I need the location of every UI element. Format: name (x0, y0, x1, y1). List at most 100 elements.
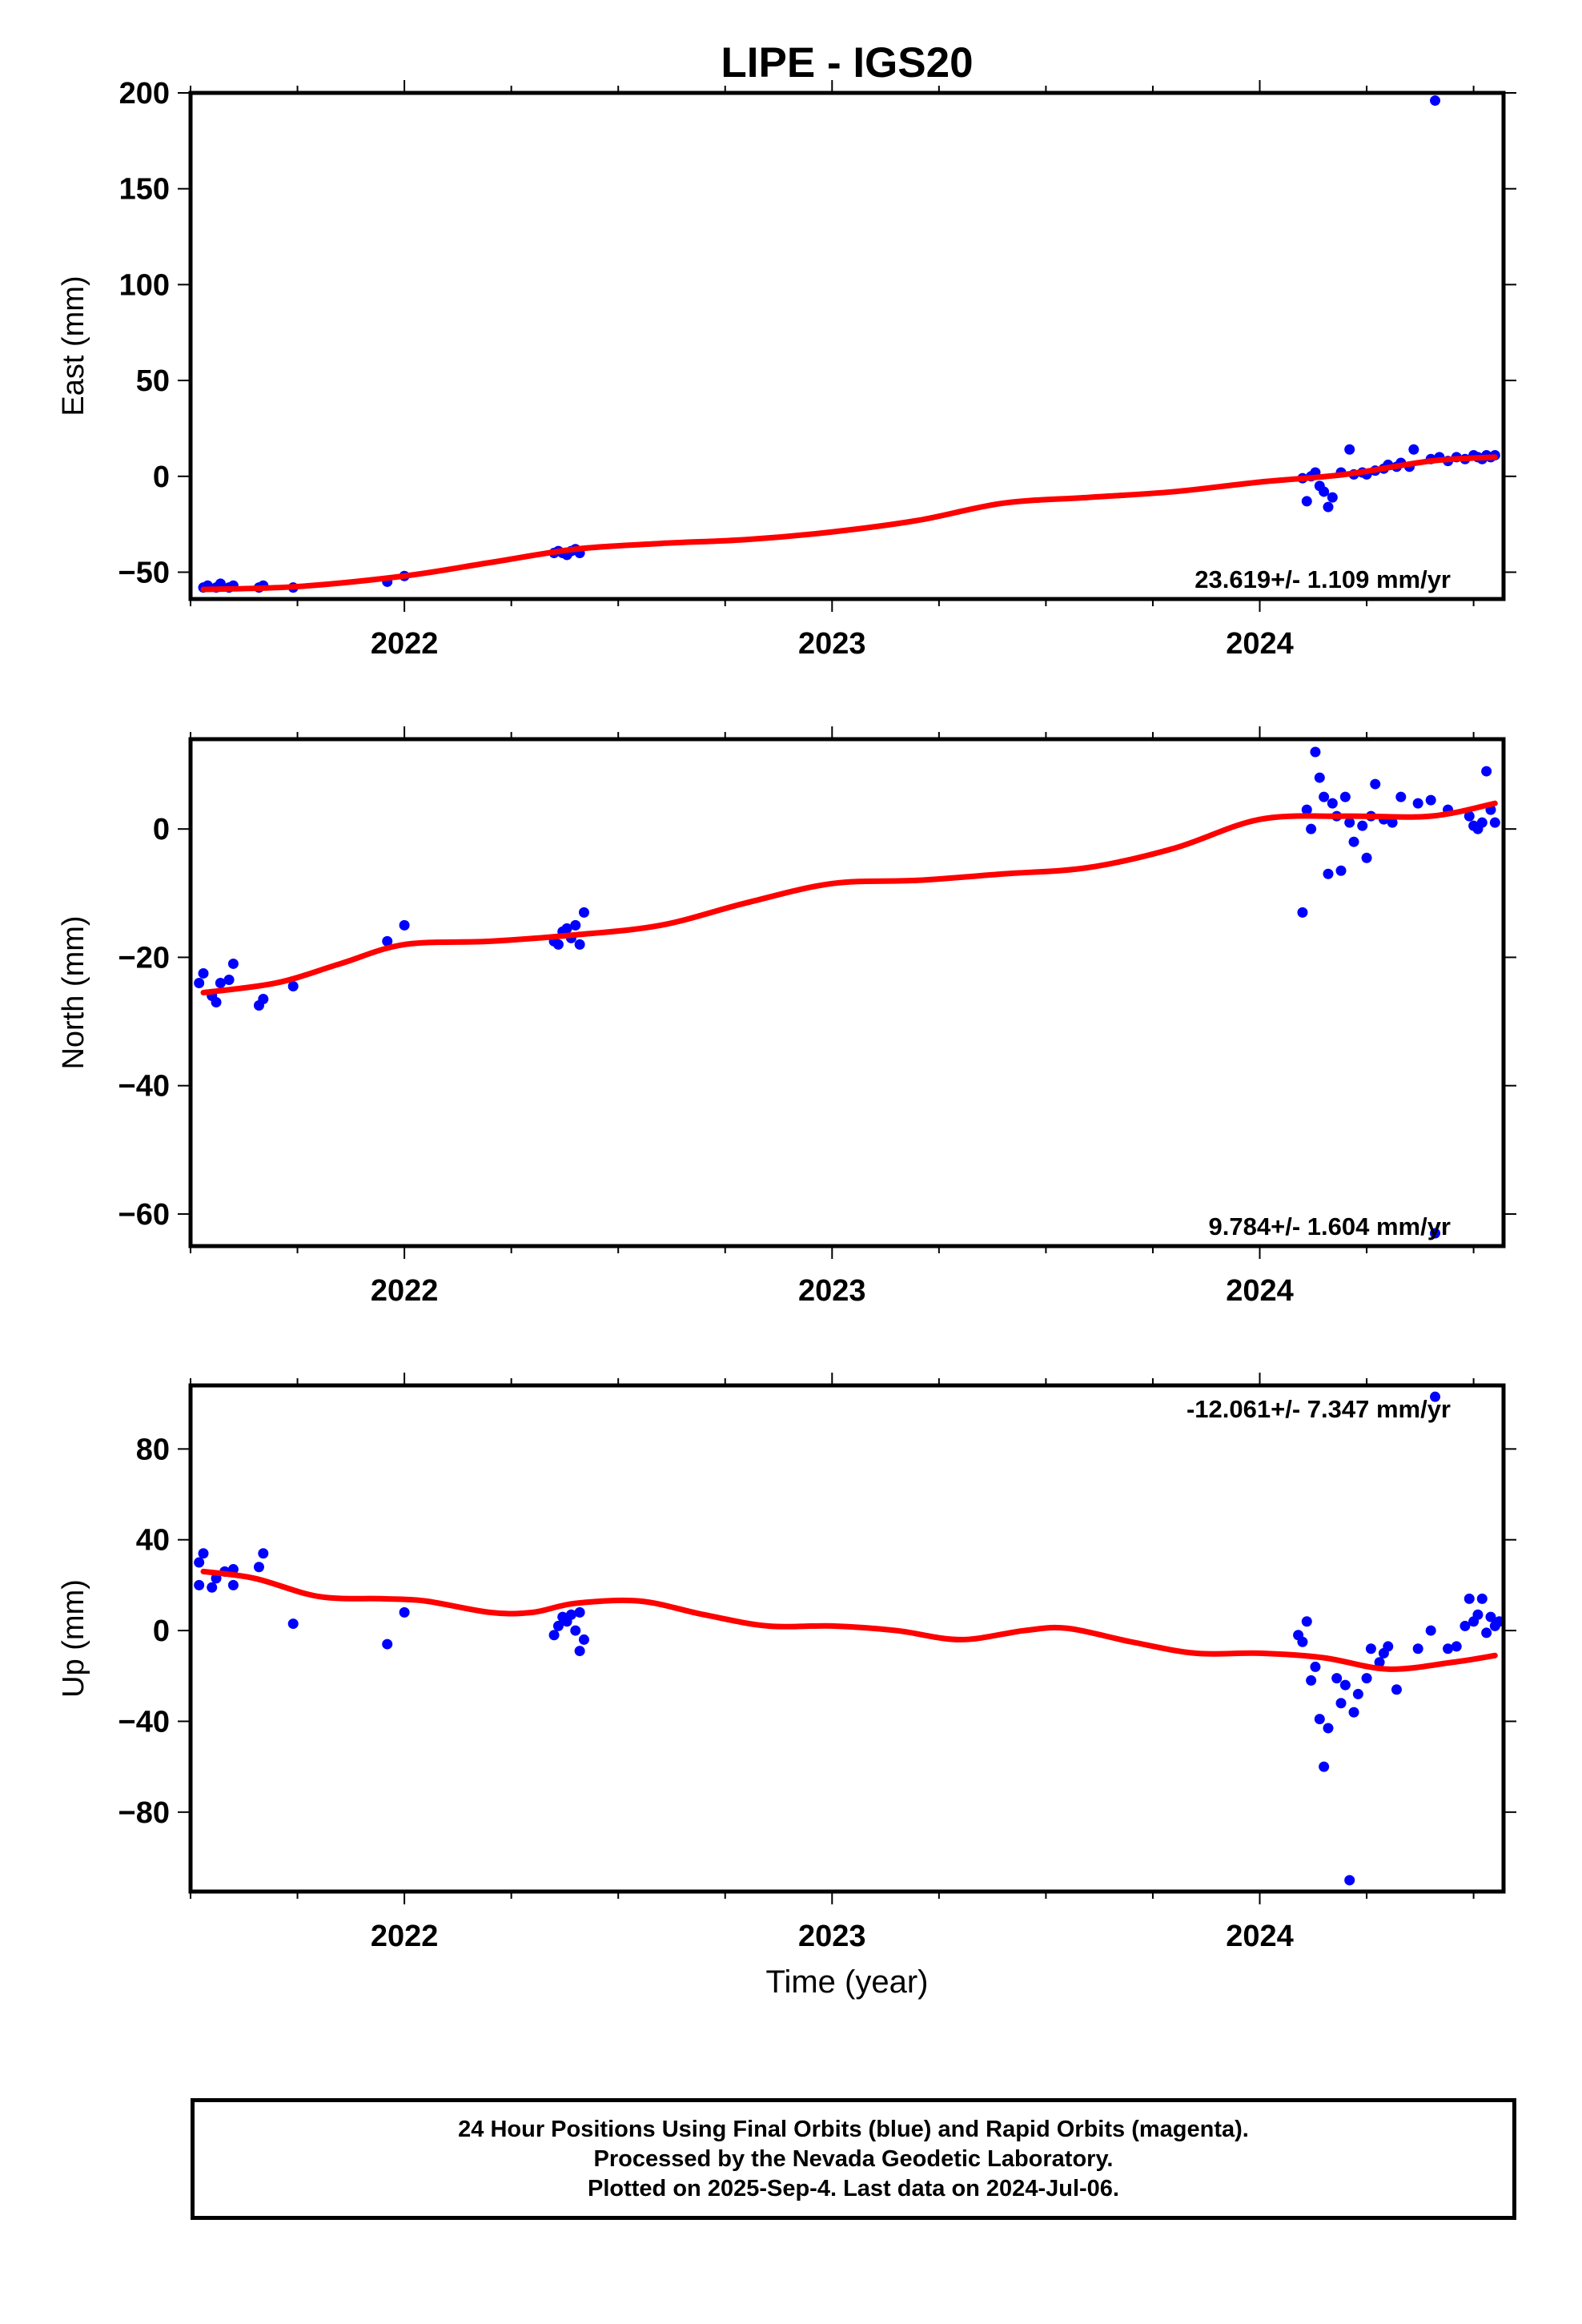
y-tick-label: −40 (118, 1705, 170, 1739)
data-point (1297, 1636, 1308, 1647)
data-point (1370, 778, 1381, 790)
data-point (1425, 794, 1436, 806)
y-tick-label: 150 (119, 173, 170, 207)
y-tick-label: 200 (119, 77, 170, 111)
panel-2: 2022 2023 2024 −60 −40 −20 0 North (mm) 9.784+/-… (57, 726, 1516, 1308)
data-point (1306, 823, 1317, 834)
rate-label: 9.784+/- 1.604 mm/yr (1209, 1212, 1451, 1240)
x-tick-label: 2023 (798, 1920, 866, 1953)
data-point (1310, 1661, 1321, 1672)
data-point (1319, 1761, 1330, 1772)
data-point (194, 977, 205, 988)
rate-label: 23.619+/- 1.109 mm/yr (1195, 565, 1451, 593)
data-point (1451, 1641, 1462, 1652)
data-point (1430, 95, 1441, 107)
data-point (1443, 1643, 1454, 1655)
plot-frame (188, 1383, 1506, 1894)
data-point (382, 935, 393, 947)
y-tick-label: 40 (136, 1524, 170, 1558)
data-point (1425, 1625, 1436, 1636)
data-point (194, 1557, 205, 1568)
data-point (570, 1625, 581, 1636)
data-point (1412, 798, 1423, 809)
data-point (1464, 810, 1475, 822)
data-point (1352, 1688, 1363, 1699)
data-point (1319, 486, 1330, 497)
footer-box: 24 Hour Positions Using Final Orbits (bl… (191, 2098, 1516, 2220)
data-point (253, 1562, 264, 1573)
data-point (1297, 907, 1308, 918)
y-tick-label: 0 (153, 1614, 170, 1648)
data-point (1331, 1673, 1343, 1684)
data-point (227, 1579, 239, 1590)
x-tick-label: 2022 (371, 1274, 439, 1308)
y-tick-label: 80 (136, 1433, 170, 1466)
fit-curve (200, 1568, 1498, 1672)
data-point (1476, 1593, 1488, 1604)
y-tick-label: −50 (118, 556, 170, 589)
data-point (578, 1634, 589, 1645)
data-point (1339, 791, 1351, 802)
data-point (1314, 1714, 1325, 1725)
data-points (198, 95, 1500, 593)
data-point (399, 1606, 410, 1618)
y-tick-label: 0 (153, 813, 170, 846)
x-tick-label: 2023 (798, 627, 866, 661)
data-point (1391, 1684, 1402, 1695)
data-points (194, 1391, 1504, 1886)
data-point (1430, 1228, 1441, 1239)
y-axis-label: East (mm) (57, 275, 90, 416)
data-point (1412, 1643, 1423, 1655)
data-point (1464, 1593, 1475, 1604)
footer-line-3: Plotted on 2025-Sep-4. Last data on 2024… (588, 2175, 1119, 2201)
y-axis-label: Up (mm) (57, 1579, 90, 1698)
data-point (198, 1548, 209, 1559)
data-point (1323, 501, 1334, 513)
data-point (287, 1618, 299, 1630)
data-point (207, 1582, 218, 1593)
footer-line-2: Processed by the Nevada Geodetic Laborat… (593, 2145, 1114, 2172)
x-axis-label: Time (year) (766, 1964, 929, 2000)
x-tick-label: 2024 (1226, 627, 1294, 661)
data-point (574, 1606, 585, 1618)
data-point (258, 1548, 269, 1559)
y-tick-label: −60 (118, 1198, 170, 1232)
data-point (1383, 1641, 1394, 1652)
x-tick-label: 2024 (1226, 1920, 1294, 1953)
data-point (194, 1579, 205, 1590)
data-point (198, 967, 209, 979)
data-point (552, 939, 564, 950)
data-point (1357, 820, 1368, 831)
data-point (227, 958, 239, 969)
data-point (1319, 791, 1330, 802)
y-tick-label: −40 (118, 1070, 170, 1104)
plot-frame (188, 90, 1506, 601)
data-point (561, 923, 572, 934)
panels-group: 2022 2023 2024 −50 0 50 100 150 200 East (mm) 23.6… (57, 77, 1516, 1953)
data-point (1344, 817, 1355, 828)
data-point (1485, 1611, 1496, 1622)
data-point (1395, 791, 1407, 802)
y-tick-label: 100 (119, 268, 170, 302)
data-point (570, 919, 581, 931)
data-points (194, 746, 1500, 1239)
data-point (1339, 1679, 1351, 1691)
data-point (578, 907, 589, 918)
data-point (1301, 804, 1312, 815)
panel-3: 2022 2023 2024 −80 −40 0 40 80 Up (mm) -12.061+/-… (57, 1373, 1516, 1953)
fit-curve (200, 800, 1498, 995)
data-point (1323, 1723, 1334, 1734)
x-tick-label: 2022 (371, 627, 439, 661)
data-point (552, 1620, 564, 1631)
y-axis-label: North (mm) (57, 915, 90, 1069)
data-point (1335, 1698, 1347, 1709)
data-point (382, 1638, 393, 1650)
data-point (574, 1646, 585, 1657)
data-point (548, 1630, 560, 1641)
data-point (1344, 1875, 1355, 1886)
data-point (1327, 798, 1338, 809)
data-point (223, 974, 235, 985)
data-point (1335, 865, 1347, 876)
data-point (1348, 836, 1359, 847)
